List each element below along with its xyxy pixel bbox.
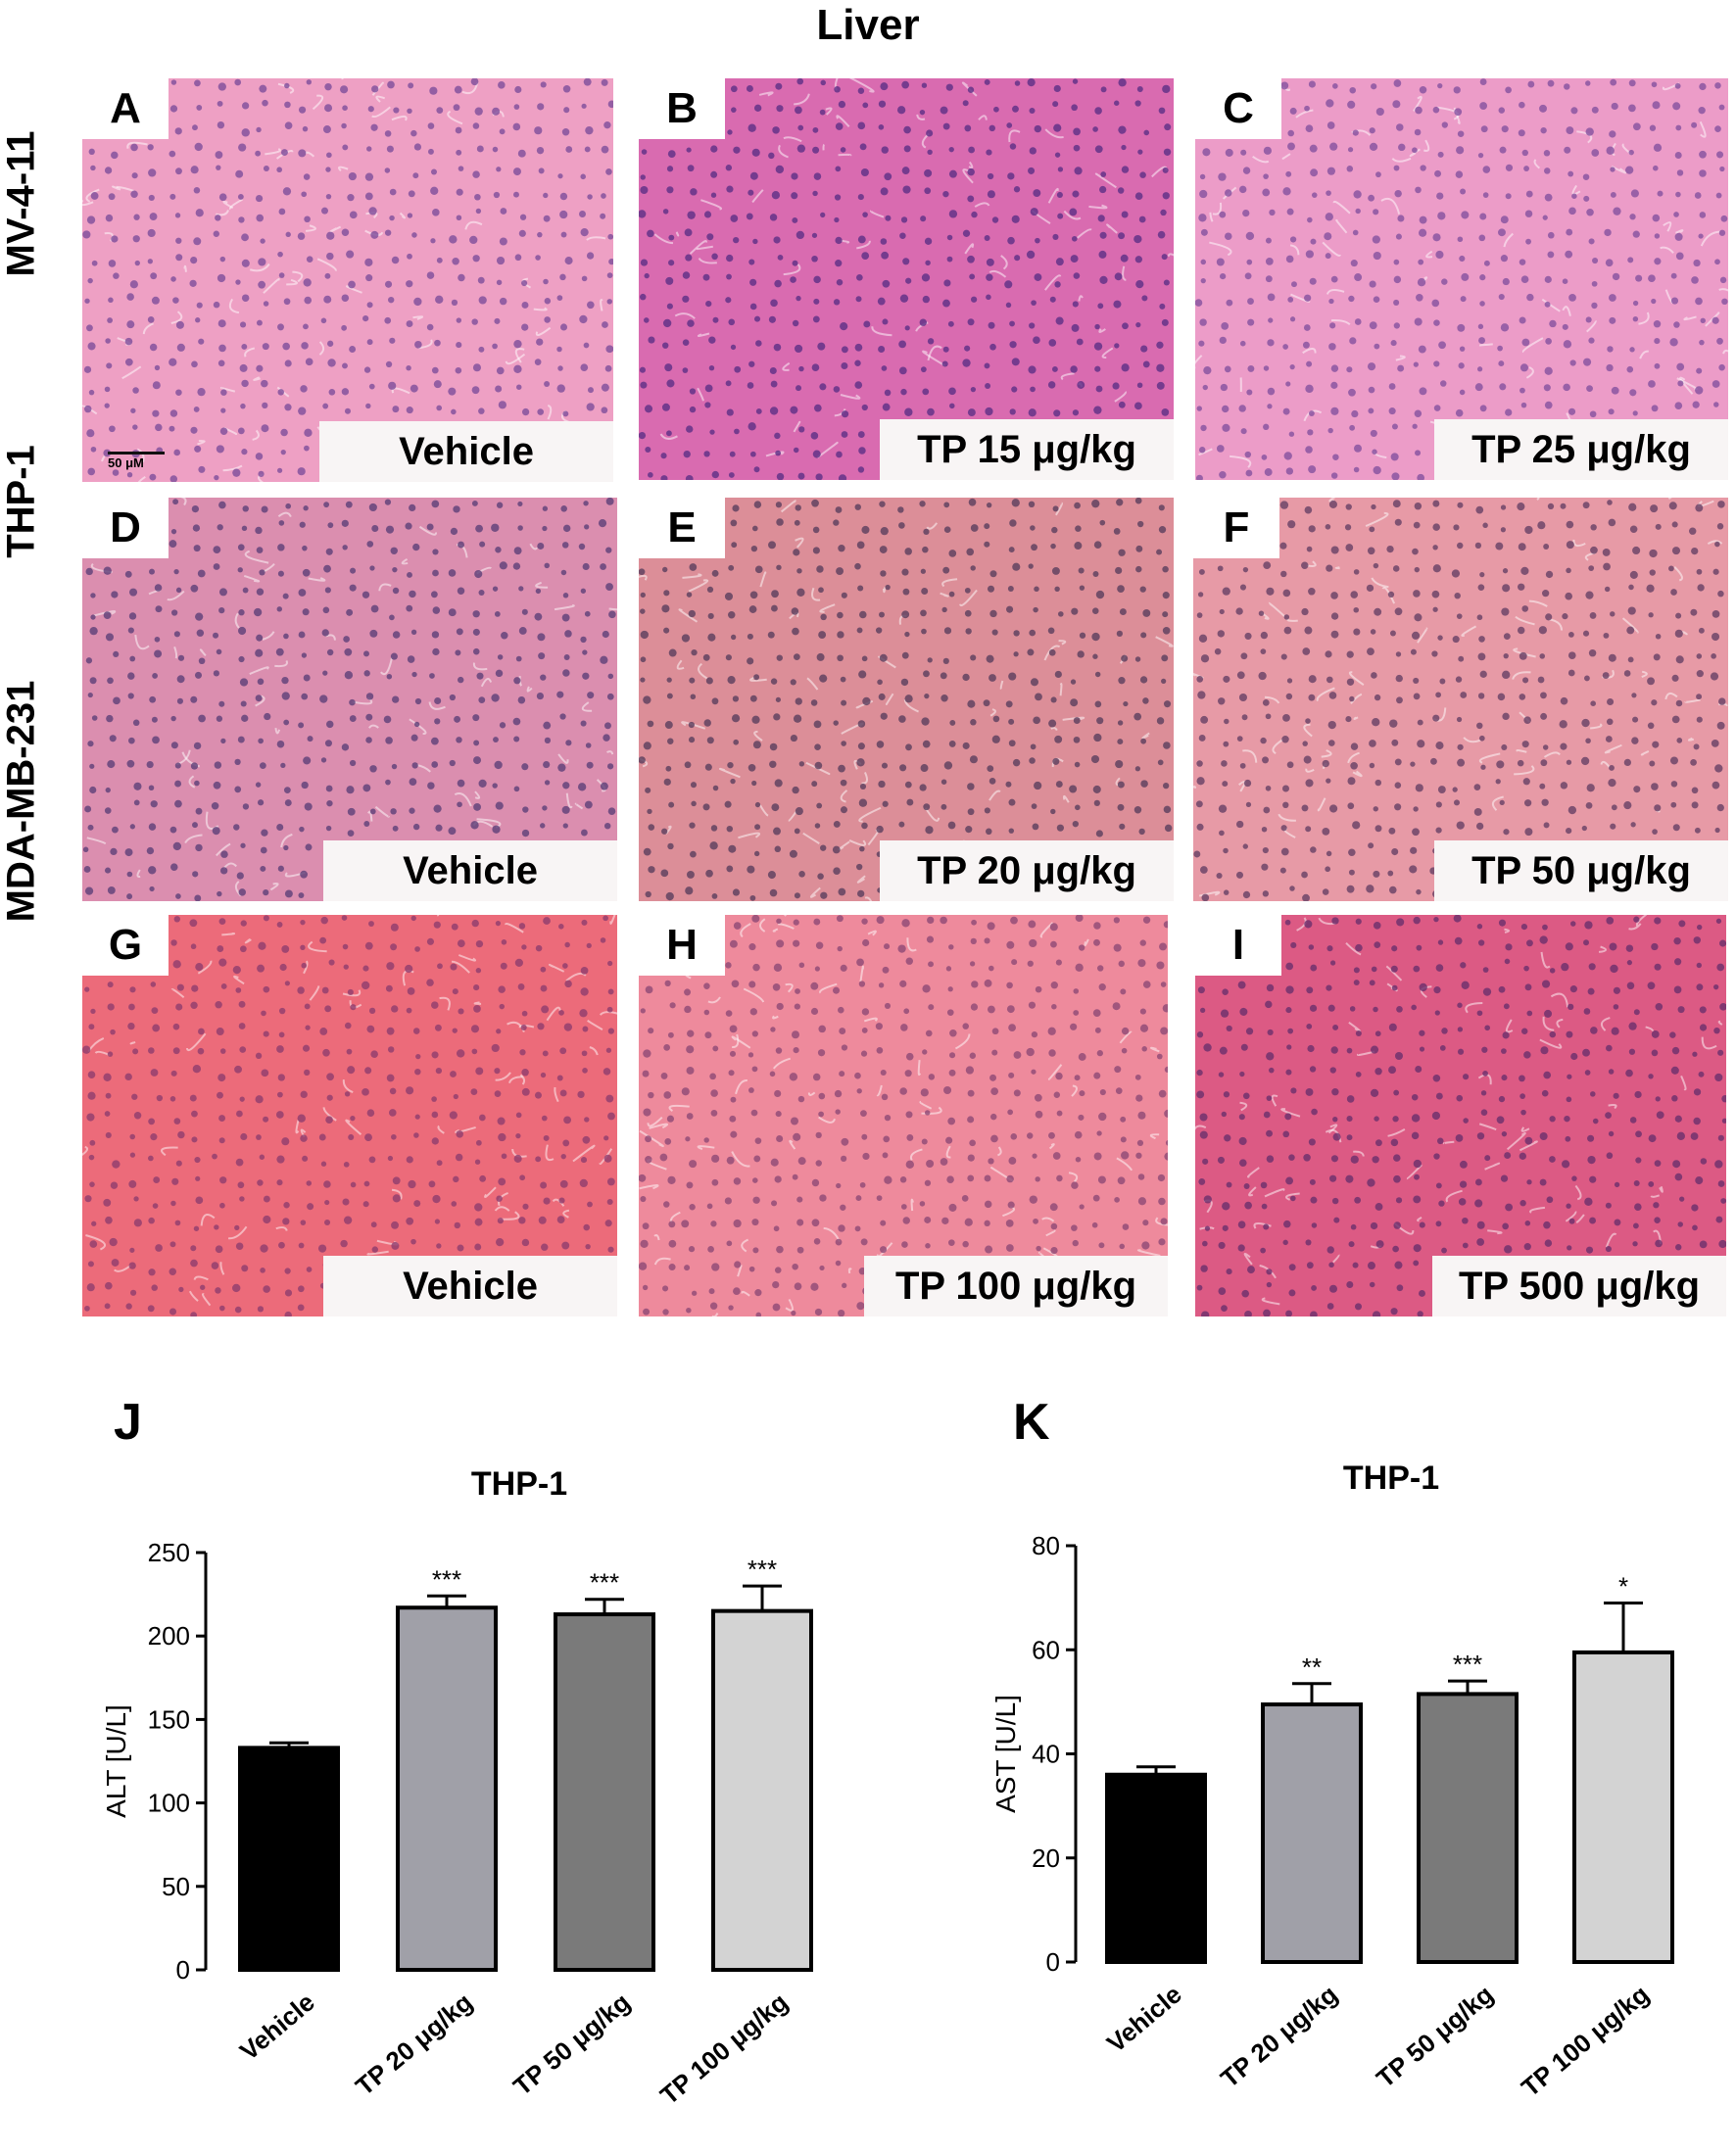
y-tick-label: 250 (148, 1538, 190, 1567)
y-tick-label: 50 (162, 1872, 190, 1901)
x-tick-label: TP 100 μg/kg (654, 1987, 794, 2111)
panel-e: E TP 20 μg/kg (639, 498, 1174, 901)
significance-label: * (1618, 1571, 1628, 1601)
histology-image (82, 915, 617, 1316)
significance-label: *** (590, 1568, 619, 1598)
panel-condition-label: TP 500 μg/kg (1432, 1256, 1726, 1316)
panel-letter: B (639, 78, 725, 139)
significance-label: ** (1302, 1652, 1322, 1682)
x-tick-label: TP 20 μg/kg (1215, 1980, 1343, 2093)
panel-condition-label: Vehicle (323, 840, 617, 901)
panel-b: B TP 15 μg/kg (639, 78, 1174, 480)
panel-g: G Vehicle (82, 915, 617, 1316)
scale-bar-label: 50 μM (108, 455, 144, 470)
ast-bar-chart: THP-1 0 20 40 60 80 AST [U/L] Vehicle ** TP 20 μg… (990, 1460, 1674, 2103)
chart-title: THP-1 (1343, 1460, 1439, 1497)
y-tick-label: 80 (1032, 1531, 1060, 1560)
panel-h: H TP 100 μg/kg (639, 915, 1168, 1316)
x-tick-label: TP 20 μg/kg (350, 1987, 478, 2101)
significance-label: *** (747, 1555, 777, 1584)
panel-condition-label: TP 15 μg/kg (880, 419, 1174, 480)
y-tick-label: 150 (148, 1704, 190, 1734)
panel-condition-label: TP 100 μg/kg (864, 1256, 1168, 1316)
panel-letter: H (639, 915, 725, 976)
panel-letter: G (82, 915, 169, 976)
chart-title: THP-1 (471, 1465, 567, 1503)
histology-image (1195, 915, 1726, 1316)
row-label-text: THP-1 (0, 445, 43, 558)
y-tick-label: 40 (1032, 1740, 1060, 1769)
bar (1261, 1702, 1363, 1964)
panel-letter: C (1195, 78, 1281, 139)
panel-condition-label: Vehicle (319, 421, 613, 482)
x-tick-label: Vehicle (1101, 1980, 1187, 2059)
panel-condition-label: TP 25 μg/kg (1434, 419, 1728, 480)
bar (1572, 1650, 1674, 1964)
significance-label: *** (1453, 1650, 1482, 1679)
histology-image (639, 498, 1174, 901)
x-tick-label: Vehicle (234, 1987, 320, 2067)
bar (554, 1612, 655, 1972)
panel-letter: I (1195, 915, 1281, 976)
histology-image (82, 498, 617, 901)
significance-label: *** (432, 1564, 461, 1594)
y-tick-label: 0 (1046, 1947, 1060, 1977)
bar (238, 1746, 340, 1973)
y-tick-label: 200 (148, 1621, 190, 1651)
y-tick-label: 100 (148, 1789, 190, 1818)
y-tick-label: 20 (1032, 1843, 1060, 1873)
y-tick-label: 60 (1032, 1635, 1060, 1664)
panel-condition-label: Vehicle (323, 1256, 617, 1316)
chart-letter-k: K (1013, 1394, 1050, 1451)
panel-letter: D (82, 498, 169, 558)
panel-a: A Vehicle 50 μM (82, 78, 613, 482)
alt-bar-chart: THP-1 0 50 100 150 200 250 ALT [U/L] Vehicle *** T… (101, 1465, 813, 2111)
panel-letter: F (1193, 498, 1279, 558)
scale-bar (108, 452, 165, 455)
x-tick-label: TP 50 μg/kg (507, 1987, 636, 2101)
panel-letter: A (82, 78, 169, 139)
bar (711, 1608, 813, 1972)
x-tick-label: TP 100 μg/kg (1516, 1980, 1655, 2103)
y-axis-label: ALT [U/L] (101, 1704, 131, 1818)
bar (1417, 1692, 1519, 1964)
panel-f: F TP 50 μg/kg (1193, 498, 1728, 901)
y-axis-label: AST [U/L] (990, 1695, 1021, 1813)
panel-letter: E (639, 498, 725, 558)
panel-condition-label: TP 50 μg/kg (1434, 840, 1728, 901)
panel-d: D Vehicle (82, 498, 617, 901)
bar (1105, 1772, 1207, 1964)
panel-c: C TP 25 μg/kg (1195, 78, 1728, 480)
histology-image (639, 915, 1168, 1316)
row-label-text: MDA-MB-231 (0, 680, 43, 923)
bar (396, 1605, 498, 1972)
panel-i: I TP 500 μg/kg (1195, 915, 1726, 1316)
panel-condition-label: TP 20 μg/kg (880, 840, 1174, 901)
row-label-text: MV-4-11 (0, 130, 43, 277)
y-tick-label: 0 (176, 1955, 190, 1985)
x-tick-label: TP 50 μg/kg (1371, 1980, 1499, 2093)
figure-title: Liver (816, 1, 920, 49)
chart-letter-j: J (114, 1394, 142, 1451)
